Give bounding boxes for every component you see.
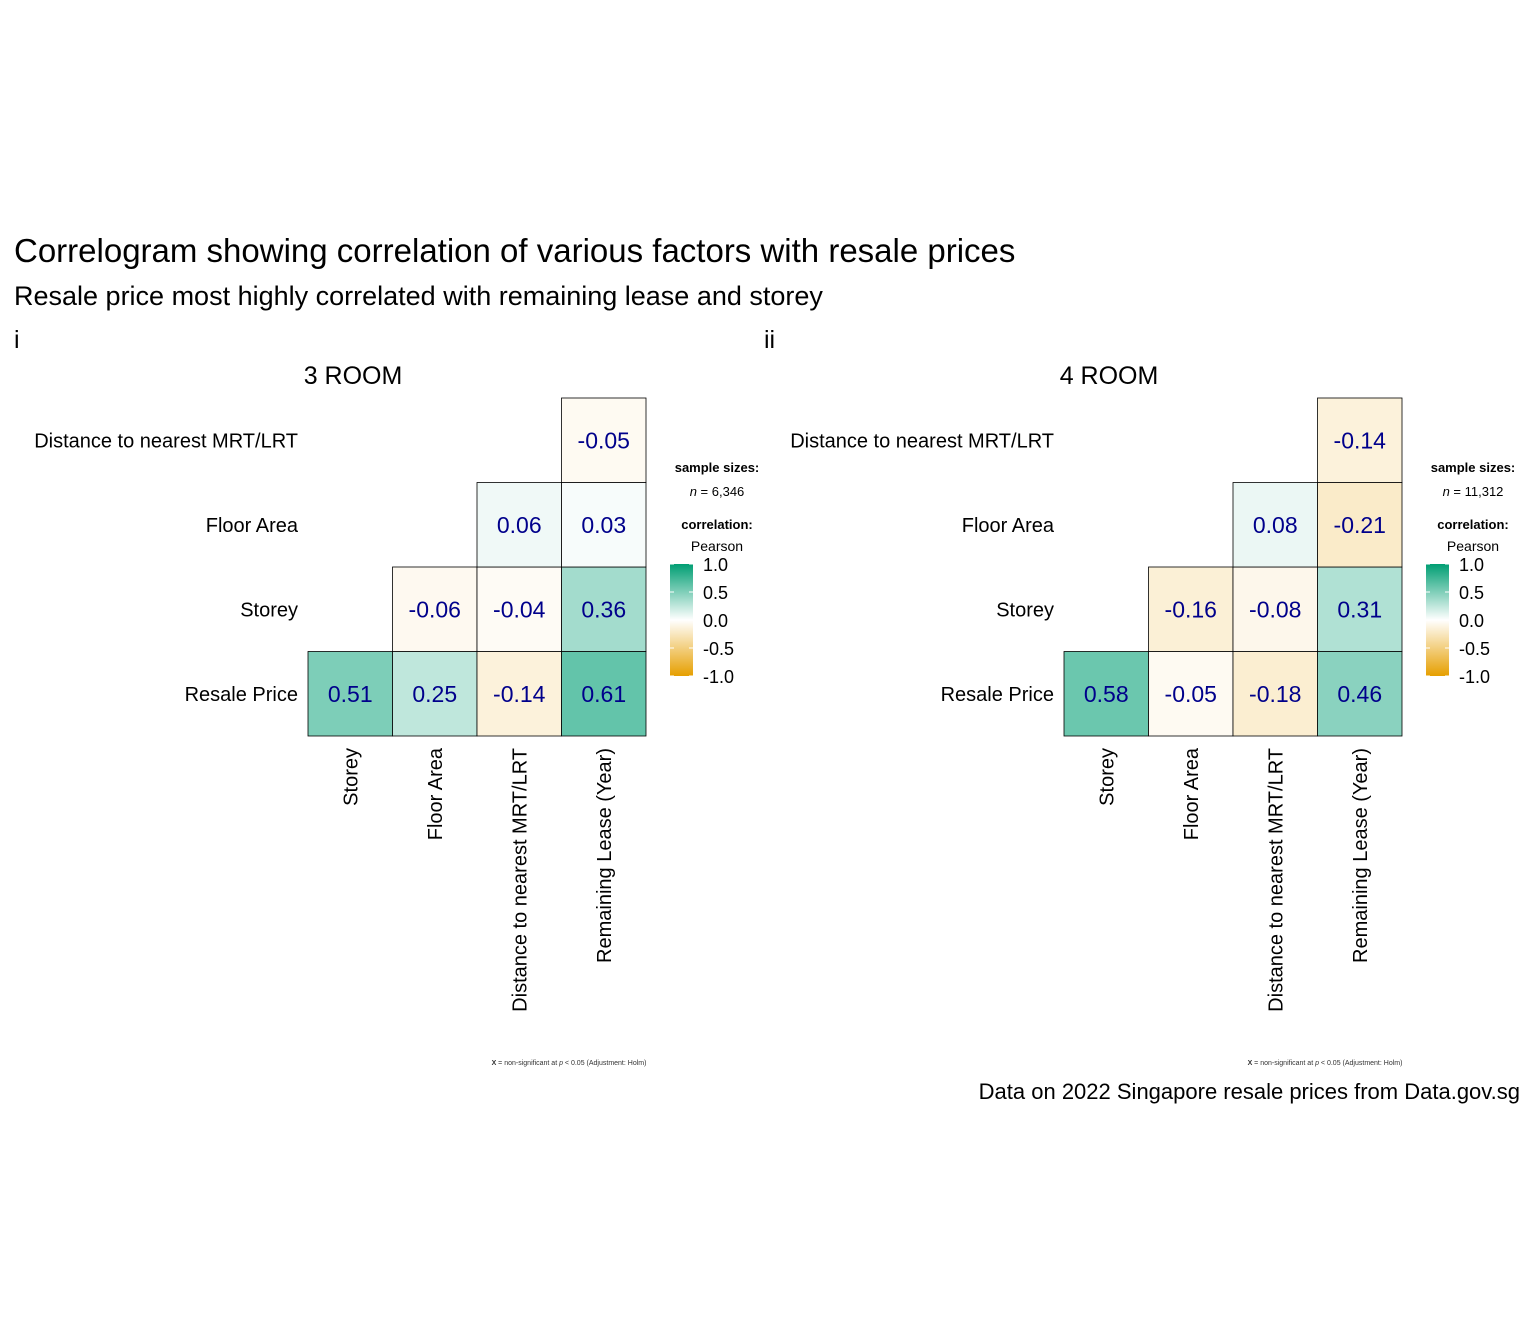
heatmap-cell: [1317, 566, 1403, 652]
legend-sample-title: sample sizes:: [1431, 460, 1516, 475]
x-tick-label: Distance to nearest MRT/LRT: [509, 748, 531, 1012]
cell-value-label: -0.05: [578, 427, 630, 453]
panel-tag-ii: ii: [764, 326, 776, 354]
heatmap-cell: [1232, 566, 1318, 652]
legend-tick-label: 1.0: [1459, 555, 1484, 575]
legend-sample-title: sample sizes:: [675, 460, 760, 475]
heatmap-cell: [1317, 651, 1403, 737]
cell-value-label: 0.25: [412, 681, 457, 707]
cell-value-label: 0.06: [497, 512, 542, 538]
x-tick-label: Storey: [340, 748, 362, 806]
cell-value-label: 0.08: [1253, 512, 1298, 538]
legend-tick-label: 0.0: [703, 611, 728, 631]
cell-value-label: 0.46: [1337, 681, 1382, 707]
legend-correlation-method: Pearson: [1447, 538, 1499, 554]
legend-tick-label: 1.0: [703, 555, 728, 575]
panel-title: 3 ROOM: [304, 362, 403, 390]
cell-value-label: -0.21: [1334, 512, 1386, 538]
y-tick-label: Distance to nearest MRT/LRT: [34, 430, 298, 452]
cell-value-label: -0.08: [1249, 596, 1301, 622]
legend-tick-label: -0.5: [703, 639, 734, 659]
legend-sample-size: n = 6,346: [690, 484, 745, 499]
heatmap-cell: [476, 566, 562, 652]
legend-sample-size: n = 11,312: [1443, 484, 1504, 499]
cell-value-label: -0.18: [1249, 681, 1301, 707]
heatmap-cell: [307, 651, 393, 737]
cell-value-label: 0.51: [328, 681, 373, 707]
legend-colorbar: [1426, 564, 1449, 676]
cell-value-label: -0.14: [493, 681, 546, 707]
cell-value-label: 0.58: [1084, 681, 1129, 707]
cell-value-label: 0.36: [581, 596, 626, 622]
cell-value-label: -0.05: [1165, 681, 1217, 707]
x-tick-label: Storey: [1096, 748, 1118, 806]
heatmap-cell: [1148, 651, 1234, 737]
legend-colorbar: [670, 564, 693, 676]
legend-tick-label: -0.5: [1459, 639, 1490, 659]
chart-title: Correlogram showing correlation of vario…: [14, 232, 1016, 269]
panel-tag-i: i: [14, 326, 20, 354]
x-tick-label: Floor Area: [1181, 747, 1203, 840]
heatmap-cell: [1317, 397, 1403, 483]
chart-caption: Data on 2022 Singapore resale prices fro…: [978, 1079, 1520, 1104]
legend-tick-label: -1.0: [1459, 667, 1490, 687]
legend-tick-label: 0.0: [1459, 611, 1484, 631]
y-tick-label: Floor Area: [206, 515, 299, 537]
x-tick-label: Distance to nearest MRT/LRT: [1265, 748, 1287, 1012]
chart-subtitle: Resale price most highly correlated with…: [14, 281, 823, 311]
x-tick-label: Remaining Lease (Year): [1350, 748, 1372, 963]
cell-value-label: 0.03: [581, 512, 626, 538]
y-tick-label: Storey: [996, 599, 1054, 621]
panel-i: 3 ROOM 0.51 0.25 -0.14 0.61 -0.06 -0.04 0.36 0.0…: [34, 362, 759, 1067]
legend-correlation-title: correlation:: [681, 517, 753, 532]
heatmap-cell: [476, 482, 562, 568]
heatmap-cell: [1148, 566, 1234, 652]
legend-tick-label: 0.5: [703, 583, 728, 603]
y-tick-label: Floor Area: [962, 515, 1055, 537]
y-tick-label: Resale Price: [941, 684, 1054, 706]
significance-footnote: X = non-significant at p < 0.05 (Adjustm…: [492, 1060, 647, 1067]
panel-ii: 4 ROOM 0.58 -0.05 -0.18 0.46 -0.16 -0.08 0.31 0.…: [790, 362, 1515, 1067]
x-tick-label: Remaining Lease (Year): [594, 748, 616, 963]
panel-title: 4 ROOM: [1060, 362, 1159, 390]
cell-value-label: -0.04: [493, 596, 546, 622]
heatmap-cell: [1232, 482, 1318, 568]
cell-value-label: -0.16: [1165, 596, 1217, 622]
cell-value-label: -0.14: [1334, 427, 1387, 453]
significance-footnote: X = non-significant at p < 0.05 (Adjustm…: [1248, 1060, 1403, 1067]
legend-correlation-title: correlation:: [1437, 517, 1509, 532]
legend-correlation-method: Pearson: [691, 538, 743, 554]
legend-tick-label: 0.5: [1459, 583, 1484, 603]
cell-value-label: 0.31: [1337, 596, 1382, 622]
heatmap-cell: [561, 482, 647, 568]
cell-value-label: -0.06: [409, 596, 461, 622]
y-tick-label: Storey: [240, 599, 298, 621]
legend-tick-label: -1.0: [703, 667, 734, 687]
cell-value-label: 0.61: [581, 681, 626, 707]
heatmap-cell: [561, 397, 647, 483]
heatmap-cell: [561, 566, 647, 652]
y-tick-label: Resale Price: [185, 684, 298, 706]
heatmap-cell: [561, 651, 647, 737]
y-tick-label: Distance to nearest MRT/LRT: [790, 430, 1054, 452]
x-tick-label: Floor Area: [425, 747, 447, 840]
